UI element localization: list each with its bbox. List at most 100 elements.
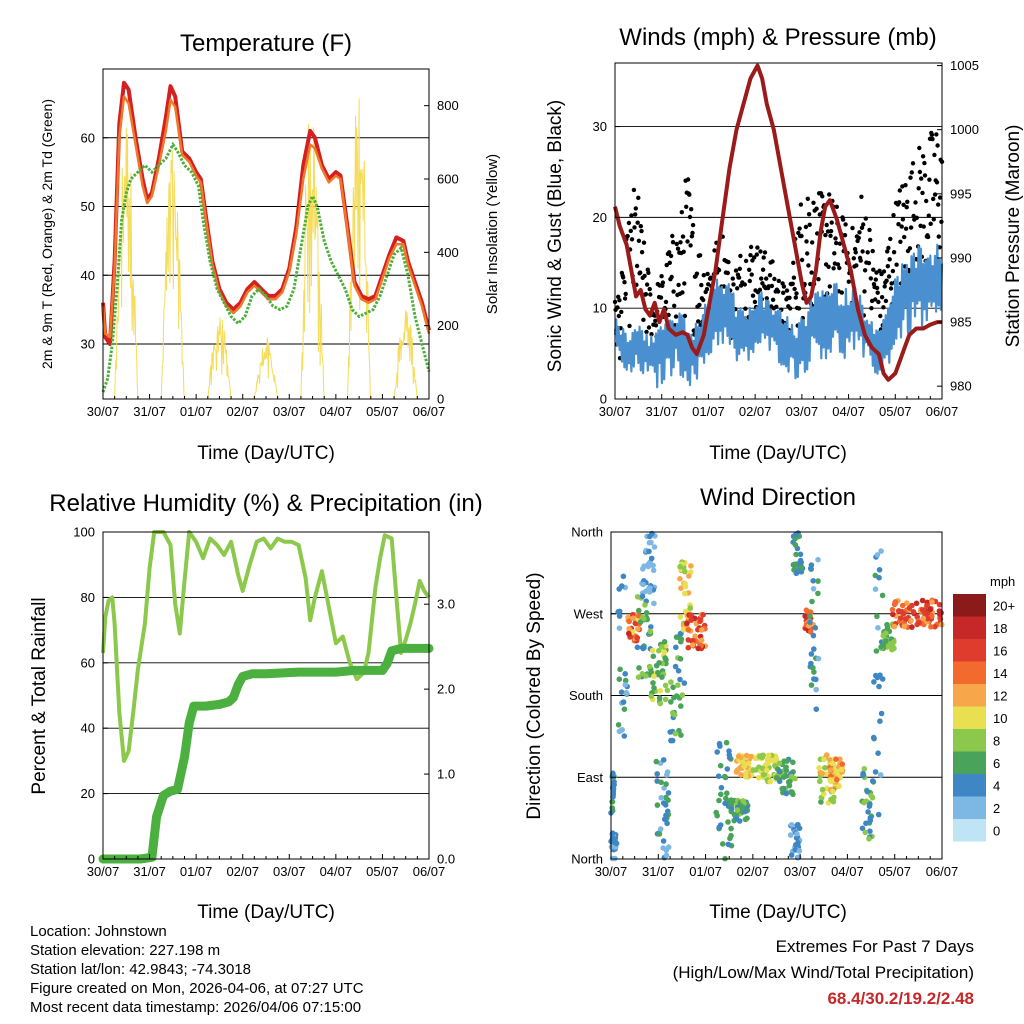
direction-point xyxy=(780,774,787,780)
direction-point xyxy=(620,573,627,580)
gust-point xyxy=(616,294,621,299)
gust-point xyxy=(869,306,874,311)
direction-point xyxy=(807,619,813,625)
gust-point xyxy=(658,295,664,300)
direction-point xyxy=(895,608,902,614)
direction-point xyxy=(724,790,730,796)
gust-point xyxy=(857,230,862,235)
y-tick-label: 40 xyxy=(81,268,95,283)
gust-point xyxy=(846,279,851,284)
gust-point xyxy=(761,255,766,260)
insolation-line xyxy=(300,123,325,400)
gust-point xyxy=(676,282,681,288)
gust-point xyxy=(875,290,880,295)
gust-point xyxy=(764,276,769,281)
direction-point xyxy=(716,824,722,831)
direction-point xyxy=(632,620,639,626)
direction-point xyxy=(662,682,669,689)
y2-tick-label: 400 xyxy=(437,245,459,260)
direction-point xyxy=(616,728,623,735)
gust-point xyxy=(831,266,836,271)
direction-point xyxy=(795,568,802,575)
direction-point xyxy=(677,576,683,582)
direction-point xyxy=(634,635,641,641)
direction-point xyxy=(859,825,866,832)
y2-tick-label: 1.0 xyxy=(437,767,455,782)
gust-point xyxy=(633,206,638,211)
gust-point xyxy=(629,213,634,218)
direction-point xyxy=(818,799,824,805)
direction-scatter xyxy=(608,530,945,862)
temp-9m-line xyxy=(101,95,431,339)
direction-point xyxy=(819,786,826,793)
direction-point xyxy=(906,605,913,611)
direction-point xyxy=(872,769,879,775)
gust-point xyxy=(870,248,875,254)
direction-panel: Wind Direction 30/07 31/07 01/07 02/07 03/07… xyxy=(524,484,1015,923)
gust-point xyxy=(708,275,713,280)
direction-point xyxy=(839,761,846,767)
direction-point xyxy=(663,656,669,663)
gust-point xyxy=(659,274,664,279)
gust-point xyxy=(899,224,904,229)
wind-series xyxy=(613,243,944,389)
direction-point xyxy=(648,555,655,562)
direction-point xyxy=(929,599,935,605)
direction-point xyxy=(798,564,805,571)
gust-point xyxy=(885,249,890,254)
gust-point xyxy=(862,289,867,294)
x-tick-label: 31/07 xyxy=(642,864,675,879)
y2-tick-label: 600 xyxy=(437,172,459,187)
direction-point xyxy=(733,769,740,775)
gust-point xyxy=(931,196,936,202)
direction-point xyxy=(807,565,814,572)
gust-point xyxy=(669,274,674,280)
extremes-title: Extremes For Past 7 Days xyxy=(775,937,974,956)
direction-point xyxy=(616,613,623,619)
direction-point xyxy=(686,573,692,579)
direction-point xyxy=(660,757,667,763)
gust-point xyxy=(668,253,674,259)
direction-point xyxy=(867,801,873,807)
gust-point xyxy=(791,260,796,265)
gust-point xyxy=(903,226,909,231)
direction-point xyxy=(668,679,674,685)
direction-point xyxy=(645,563,652,570)
gust-point xyxy=(733,268,739,273)
direction-point xyxy=(685,627,692,633)
gust-point xyxy=(784,288,790,293)
direction-point xyxy=(647,533,653,540)
gust-point xyxy=(793,295,798,300)
x-tick-label: 05/07 xyxy=(366,864,399,879)
direction-point xyxy=(787,832,794,838)
gust-point xyxy=(735,286,740,291)
direction-point xyxy=(810,632,817,639)
gust-point xyxy=(843,222,848,227)
gust-point xyxy=(816,277,821,282)
x-tick-label: 31/07 xyxy=(133,404,166,419)
extremes-values: 68.4/30.2/19.2/2.48 xyxy=(827,989,974,1008)
gust-point xyxy=(792,286,797,292)
gust-point xyxy=(742,282,747,287)
direction-point xyxy=(808,682,815,688)
gust-point xyxy=(681,249,686,254)
colorbar-swatch xyxy=(953,706,986,729)
gust-point xyxy=(667,260,672,265)
direction-point xyxy=(788,852,795,858)
gust-point xyxy=(646,270,651,275)
direction-point xyxy=(862,829,869,836)
direction-point xyxy=(919,597,926,604)
colorbar-label: 10 xyxy=(993,711,1007,726)
direction-point xyxy=(670,684,676,691)
direction-point xyxy=(824,752,830,758)
direction-point xyxy=(790,759,796,766)
direction-point xyxy=(779,785,785,792)
direction-point xyxy=(682,590,688,597)
x-tick-label: 03/07 xyxy=(273,864,306,879)
gust-point xyxy=(675,246,681,251)
direction-point xyxy=(641,645,647,651)
insolation-line xyxy=(160,150,185,400)
gust-point xyxy=(697,253,703,258)
direction-point xyxy=(663,852,670,859)
gust-point xyxy=(917,169,923,175)
